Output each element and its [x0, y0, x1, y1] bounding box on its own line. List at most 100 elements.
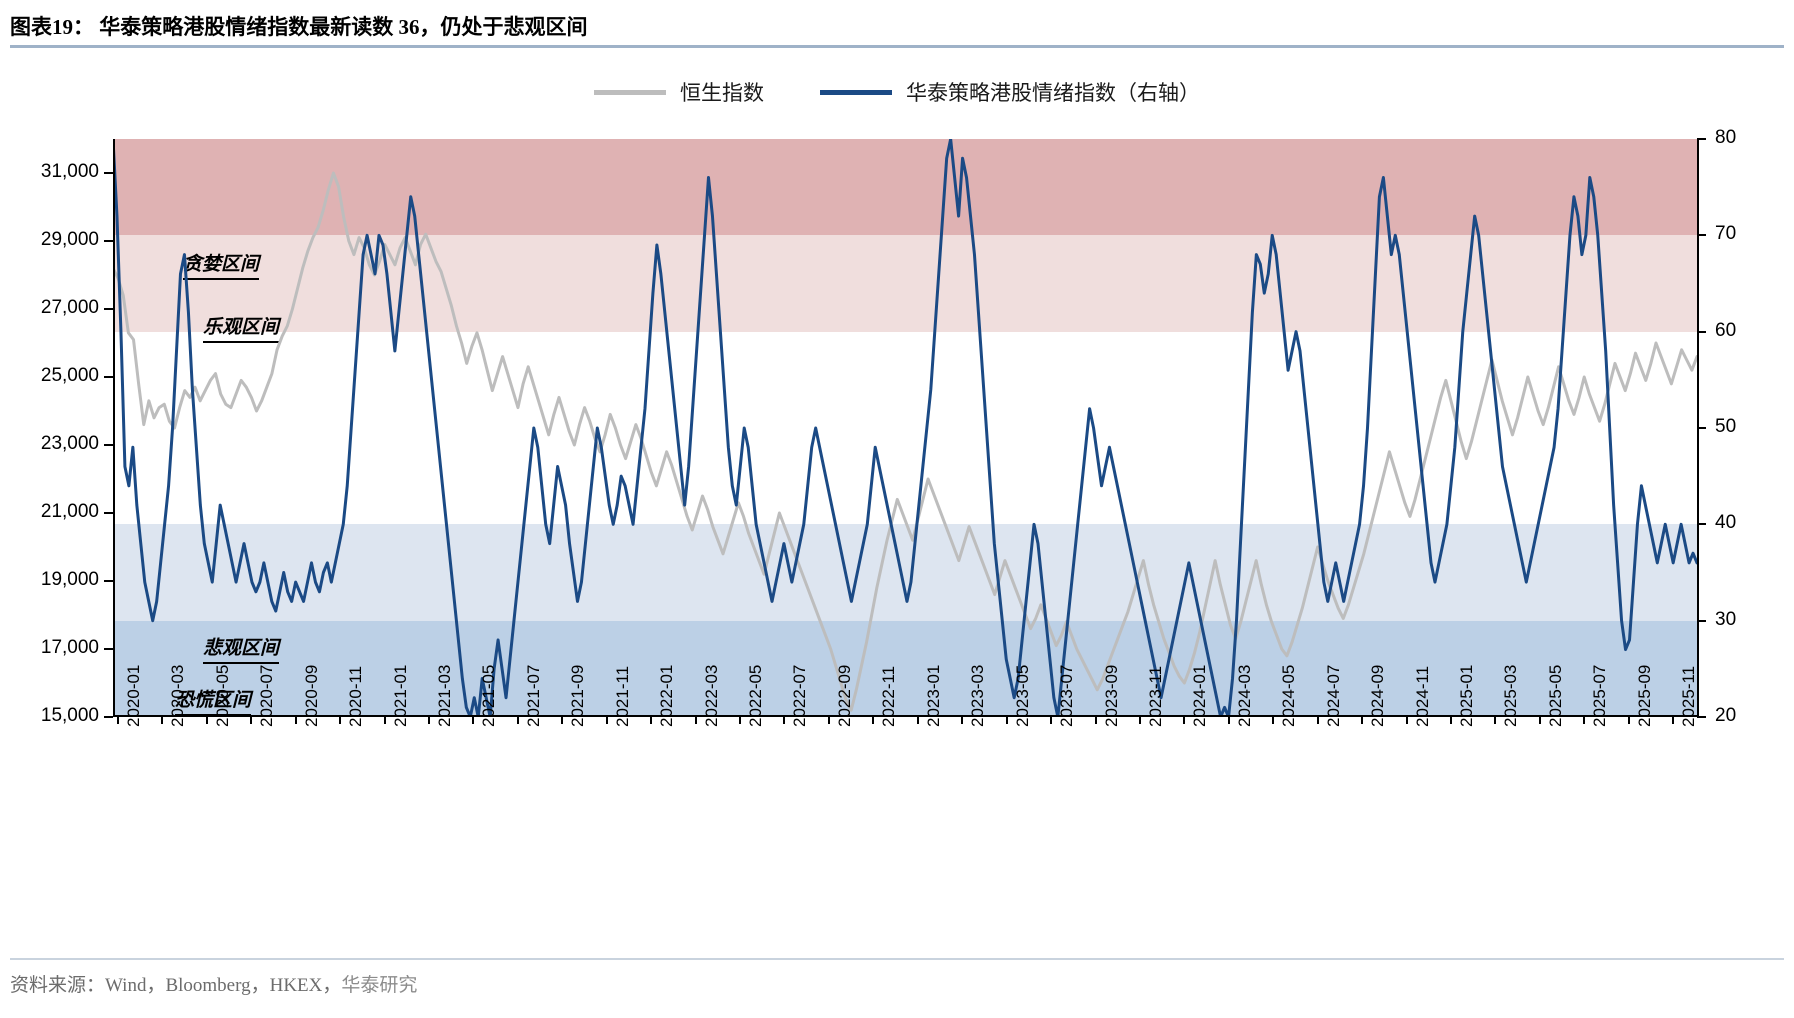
source-text: 资料来源：Wind，Bloomberg，HKEX，	[10, 974, 342, 996]
y-axis-left-tick-mark	[104, 308, 113, 310]
y-axis-left-tick-mark	[104, 240, 113, 242]
x-axis-tick-mark	[1627, 717, 1630, 724]
exhibit-header: 图表19： 华泰策略港股情绪指数最新读数 36，仍处于悲观区间	[10, 8, 1784, 44]
y-axis-right-tick-mark	[1697, 330, 1706, 333]
band-label-悲观区间: 悲观区间	[203, 633, 280, 665]
x-axis-tick-label: 2025-03	[1501, 664, 1521, 727]
y-axis-right-tick-mark	[1697, 427, 1706, 429]
plot-canvas: 贪婪区间 乐观区间 悲观区间 恐慌区间	[113, 139, 1697, 717]
x-axis-tick-mark	[205, 717, 208, 724]
x-axis-tick-mark	[561, 717, 564, 724]
legend-label-hang-seng: 恒生指数	[680, 81, 764, 105]
legend-label-ht-sentiment: 华泰策略港股情绪指数（右轴）	[906, 81, 1200, 105]
x-axis-tick-label: 2022-07	[790, 664, 810, 727]
x-axis-tick-label: 2023-11	[1145, 665, 1165, 727]
x-axis-tick-label: 2021-09	[568, 664, 588, 727]
y-axis-left-tick-label: 31,000	[40, 161, 99, 182]
x-axis-tick-mark	[250, 717, 253, 724]
x-axis-tick-label: 2025-05	[1545, 664, 1565, 727]
y-axis-left-tick-label: 27,000	[40, 297, 99, 318]
x-axis-tick-mark	[294, 717, 297, 724]
y-axis-left-line	[113, 139, 115, 717]
chart-legend: 恒生指数 华泰策略港股情绪指数（右轴）	[0, 74, 1794, 110]
band-label-贪婪区间: 贪婪区间	[183, 249, 260, 280]
x-axis-tick-mark	[1050, 717, 1053, 724]
x-axis-tick-mark	[1316, 717, 1319, 724]
x-axis-tick-label: 2024-11	[1412, 665, 1432, 727]
x-axis-tick-mark	[739, 717, 742, 724]
x-axis-tick-mark	[916, 717, 919, 724]
y-axis-left-tick-label: 19,000	[40, 569, 99, 590]
x-axis-tick-mark	[1272, 717, 1275, 724]
footer-divider	[10, 958, 1784, 960]
x-axis-tick-label: 2022-05	[746, 664, 766, 727]
x-axis-tick-label: 2021-03	[435, 664, 455, 727]
x-axis-tick-label: 2025-01	[1456, 664, 1476, 727]
x-axis-tick-mark	[428, 717, 431, 724]
x-axis-tick-mark	[1672, 717, 1675, 724]
x-axis-tick-label: 2024-07	[1323, 664, 1343, 727]
x-axis-tick-mark	[1361, 717, 1364, 724]
x-axis-tick-label: 2024-03	[1234, 664, 1254, 727]
y-axis-right-tick-label: 60	[1715, 319, 1737, 341]
x-axis-tick-label: 2025-11	[1679, 665, 1699, 727]
x-axis-tick-label: 2024-01	[1190, 664, 1210, 727]
y-axis-left-tick-label: 21,000	[40, 501, 99, 522]
x-axis-tick-label: 2025-09	[1634, 664, 1654, 727]
x-axis-tick-label: 2021-05	[479, 664, 499, 727]
x-axis-tick-label: 2020-11	[346, 665, 366, 727]
x-axis-tick-label: 2020-01	[124, 664, 143, 727]
y-axis-right-tick-mark	[1697, 619, 1706, 622]
x-axis-tick-label: 2022-09	[834, 664, 854, 727]
y-axis-left-tick-label: 17,000	[40, 637, 99, 658]
x-axis-tick-mark	[605, 717, 608, 724]
x-axis-tick-mark	[472, 717, 475, 724]
legend-item-ht-sentiment: 华泰策略港股情绪指数（右轴）	[820, 77, 1200, 107]
x-axis-tick-label: 2023-09	[1101, 664, 1121, 727]
y-axis-right-tick-label: 30	[1715, 608, 1737, 630]
x-axis-tick-label: 2024-09	[1368, 664, 1388, 727]
y-axis-left-tick-mark	[104, 580, 113, 582]
y-axis-right-tick-mark	[1697, 716, 1706, 718]
x-axis-tick-label: 2022-03	[701, 664, 721, 727]
header-divider	[10, 45, 1784, 48]
x-axis-tick-label: 2021-01	[390, 664, 410, 727]
y-axis-right-tick-label: 70	[1715, 223, 1737, 245]
x-axis-tick-label: 2020-09	[301, 664, 321, 727]
x-axis-tick-mark	[117, 717, 119, 724]
y-axis-left-tick-label: 25,000	[40, 365, 99, 386]
x-axis-tick-mark	[1538, 717, 1541, 724]
band-恐慌区间	[113, 620, 1697, 717]
x-axis-tick-label: 2020-03	[168, 664, 188, 727]
x-axis-tick-mark	[1183, 717, 1186, 724]
x-axis-tick-mark	[1449, 717, 1452, 724]
x-axis-tick-label: 2022-11	[879, 665, 899, 727]
x-axis-tick-label: 2022-01	[657, 664, 677, 727]
x-axis-line	[113, 715, 1699, 717]
x-axis-tick-mark	[339, 717, 342, 724]
x-axis-tick-mark	[872, 717, 875, 724]
x-axis-tick-label: 2020-05	[212, 664, 232, 727]
x-axis-tick-mark	[1227, 717, 1230, 724]
x-axis-tick-mark	[1583, 717, 1586, 724]
x-axis-tick-label: 2023-03	[968, 664, 988, 727]
x-axis-tick-label: 2020-07	[257, 664, 277, 727]
source-footer: 资料来源：Wind，Bloomberg，HKEX， 华泰研究	[10, 968, 1784, 998]
page-title: 图表19： 华泰策略港股情绪指数最新读数 36，仍处于悲观区间	[10, 15, 588, 39]
x-axis-tick-label: 2021-07	[523, 664, 543, 727]
band-贪婪区间	[113, 139, 1697, 236]
y-axis-right-tick-label: 40	[1715, 512, 1737, 534]
x-axis-tick-mark	[650, 717, 653, 724]
series-layer	[113, 139, 1697, 717]
y-axis-left-tick-label: 23,000	[40, 433, 99, 454]
y-axis-right-tick-mark	[1697, 234, 1706, 237]
y-axis-left-tick-mark	[104, 172, 113, 174]
x-axis-tick-label: 2025-07	[1590, 664, 1610, 727]
x-axis-tick-mark	[516, 717, 519, 724]
x-axis-tick-label: 2021-11	[612, 665, 632, 727]
x-axis-tick-mark	[694, 717, 697, 724]
band-label-乐观区间: 乐观区间	[203, 312, 280, 344]
y-axis-left-tick-mark	[104, 648, 113, 650]
x-axis-tick-mark	[1494, 717, 1497, 724]
